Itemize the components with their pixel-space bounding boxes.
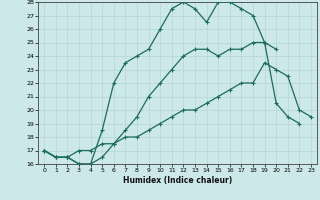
X-axis label: Humidex (Indice chaleur): Humidex (Indice chaleur) (123, 176, 232, 185)
